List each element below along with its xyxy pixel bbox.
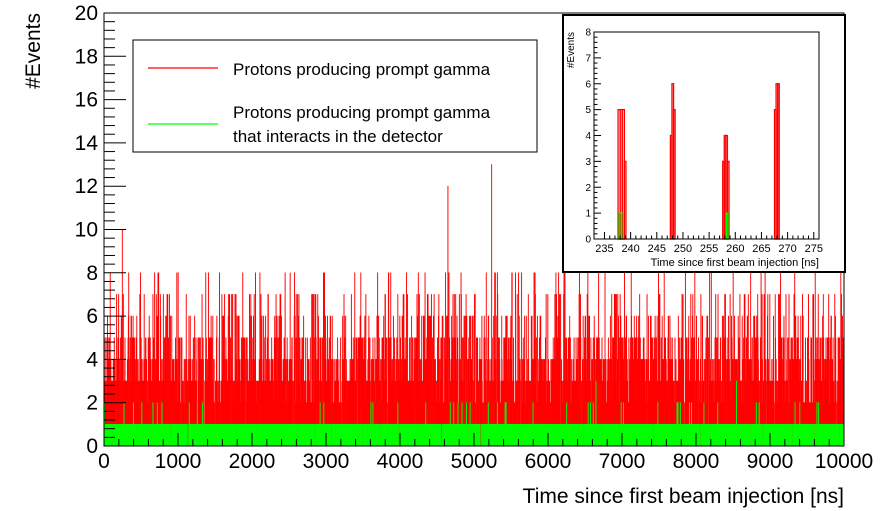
x-tick-label: 9000	[747, 450, 794, 473]
legend-box	[132, 39, 538, 153]
y-tick-label: 0	[86, 435, 98, 458]
inset-x-tick-label: 265	[752, 243, 770, 255]
x-tick-label: 2000	[229, 450, 276, 473]
inset-y-tick-label: 7	[585, 53, 591, 64]
y-tick-label: 20	[75, 2, 98, 25]
inset-x-tick-label: 240	[621, 243, 639, 255]
inset-y-tick-label: 1	[585, 209, 591, 220]
inset-pad-background	[562, 14, 846, 273]
series-detector-interaction-histogram	[103, 380, 845, 447]
inset-x-axis-title: Time since first beam injection [ns]	[651, 257, 819, 269]
inset-y-axis-title: #Events	[566, 32, 577, 68]
x-tick-label: 0	[98, 450, 110, 473]
inset-x-tick-label: 260	[726, 243, 744, 255]
inset-y-tick-label: 8	[585, 28, 591, 39]
legend-label-detector-line1: Protons producing prompt gamma	[233, 103, 491, 122]
y-tick-label: 14	[75, 132, 99, 155]
y-tick-label: 10	[75, 219, 98, 242]
x-tick-label: 7000	[599, 450, 646, 473]
y-tick-label: 18	[75, 45, 98, 68]
inset-y-tick-label: 4	[585, 131, 591, 142]
y-axis-title: #Events	[22, 13, 45, 89]
inset-x-tick-label: 255	[700, 243, 718, 255]
x-axis-title: Time since first beam injection [ns]	[523, 485, 844, 508]
y-tick-label: 8	[86, 262, 98, 285]
legend-label-prompt-gamma: Protons producing prompt gamma	[233, 60, 491, 79]
x-tick-label: 6000	[525, 450, 572, 473]
inset-y-tick-label: 5	[585, 105, 591, 116]
inset-y-tick-label: 2	[585, 183, 591, 194]
legend: Protons producing prompt gamma Protons pr…	[132, 39, 538, 153]
inset-panel: 0 1 2 3 4 5 6 7 8 235 240 245 250 255 260 265 270 275 Time…	[562, 14, 846, 273]
x-tick-label: 4000	[377, 450, 424, 473]
x-tick-label: 1000	[155, 450, 202, 473]
y-tick-label: 6	[86, 305, 98, 328]
legend-label-detector-line2: that interacts in the detector	[233, 127, 443, 146]
inset-x-tick-label: 235	[595, 243, 613, 255]
y-tick-label: 16	[75, 89, 98, 112]
inset-x-tick-label: 270	[778, 243, 796, 255]
y-tick-label: 12	[75, 175, 98, 198]
y-tick-label: 4	[86, 348, 98, 371]
y-tick-label: 2	[86, 392, 98, 415]
series-prompt-gamma-histogram	[103, 164, 845, 447]
x-tick-label: 8000	[673, 450, 720, 473]
x-tick-label: 5000	[451, 450, 498, 473]
inset-y-tick-label: 6	[585, 79, 591, 90]
inset-x-tick-label: 250	[674, 243, 692, 255]
x-tick-label: 10000	[815, 450, 873, 473]
inset-x-tick-label: 245	[648, 243, 666, 255]
x-tick-label: 3000	[303, 450, 350, 473]
inset-x-tick-label: 275	[805, 243, 823, 255]
main-histogram-bars	[103, 164, 845, 447]
inset-y-tick-label: 0	[585, 235, 591, 246]
inset-y-tick-label: 3	[585, 157, 591, 168]
